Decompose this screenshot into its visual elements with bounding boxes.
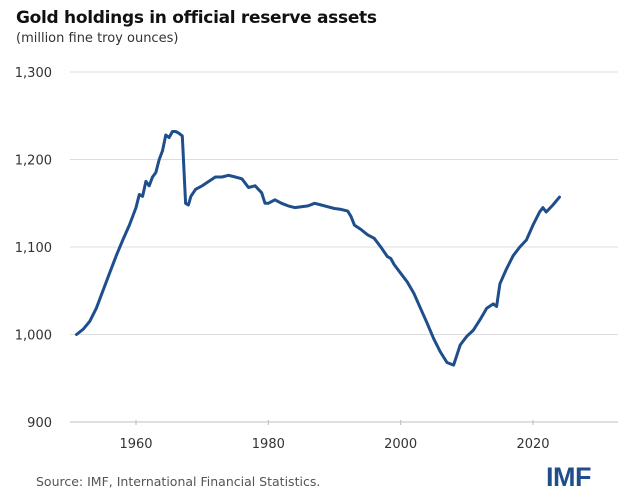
gridlines [70, 71, 618, 335]
source-note: Source: IMF, International Financial Sta… [36, 474, 321, 489]
y-tick-label: 900 [27, 416, 52, 431]
chart-subtitle: (million fine troy ounces) [16, 31, 179, 46]
x-tick-label: 1980 [252, 437, 285, 452]
x-tick-label: 2020 [516, 437, 549, 452]
chart-title: Gold holdings in official reserve assets [16, 8, 377, 28]
y-tick-label: 1,200 [15, 154, 52, 169]
y-axis: 1,300 1,200 1,100 1,000 900 [15, 66, 52, 431]
y-tick-label: 1,100 [15, 241, 52, 256]
series-line [75, 130, 561, 367]
imf-logo: IMF [546, 462, 592, 492]
y-tick-label: 1,300 [15, 66, 52, 81]
x-tick-label: 2000 [384, 437, 417, 452]
x-tick-label: 1960 [119, 437, 152, 452]
x-axis: 1960 1980 2000 2020 [70, 420, 618, 452]
y-tick-label: 1,000 [15, 329, 52, 344]
series-layer [75, 130, 561, 367]
